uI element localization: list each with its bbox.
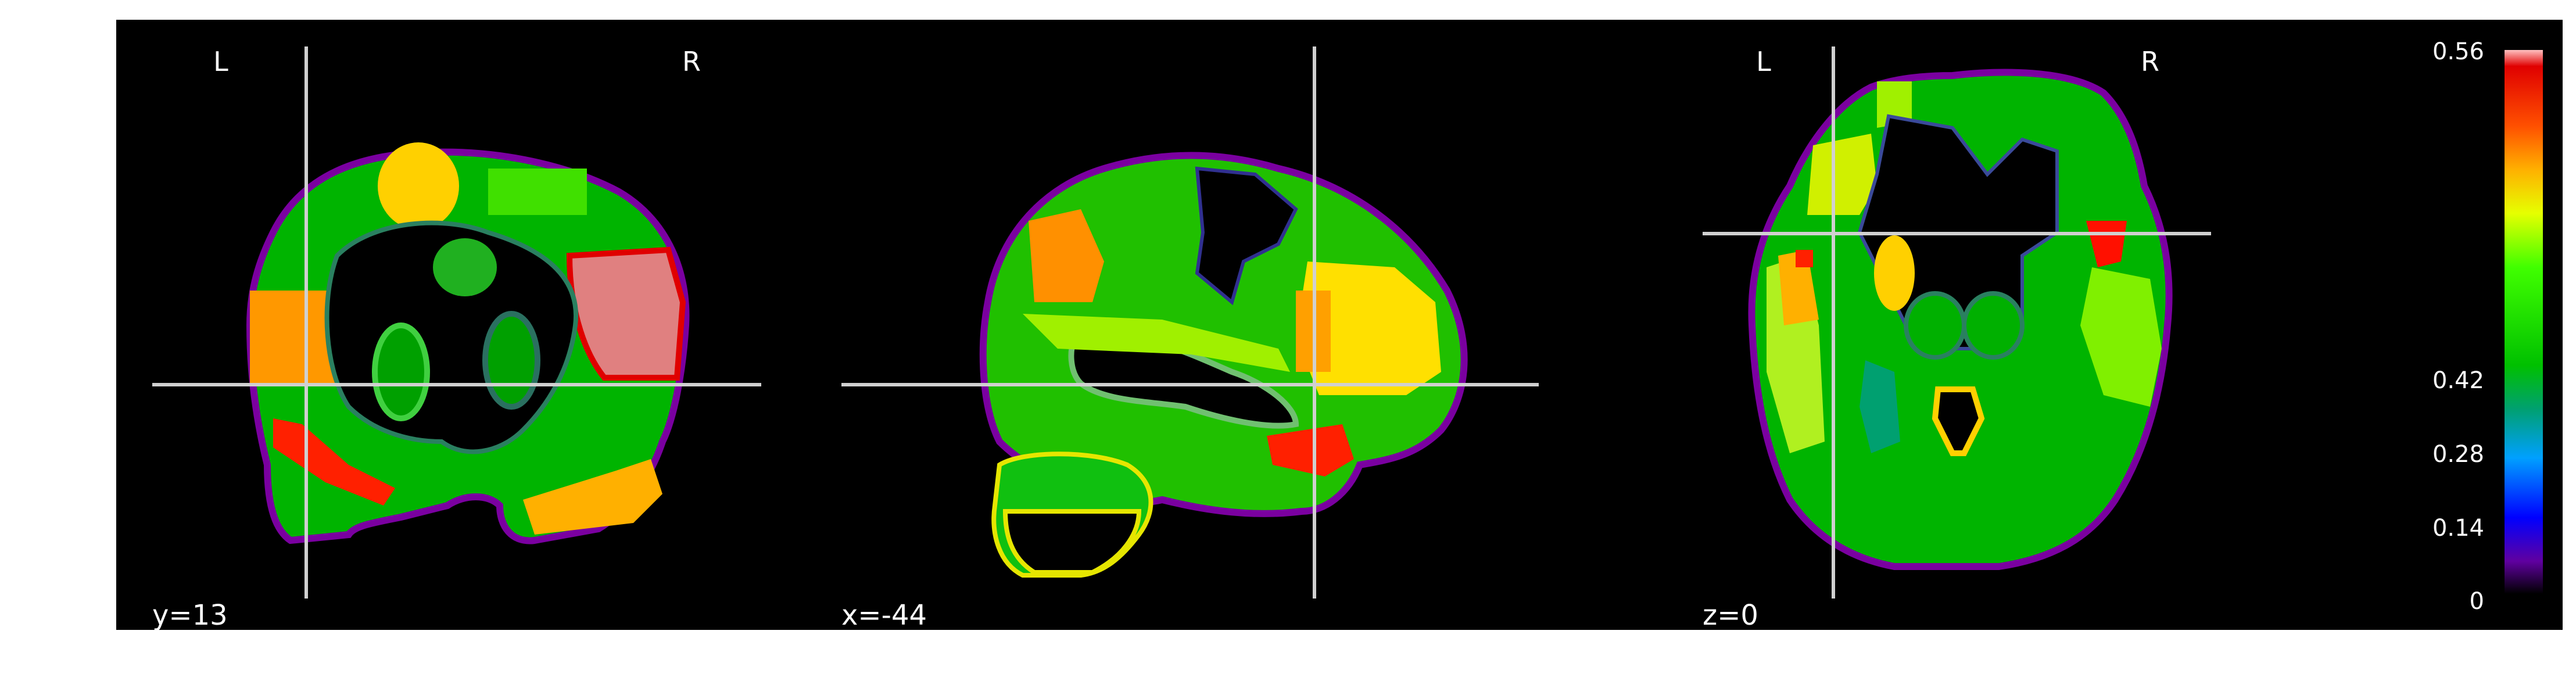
- axial-dark-midbrain: [1932, 386, 1985, 456]
- axial-lightgreen-top: [1877, 81, 1912, 128]
- axial-coordinate-label: z=0: [1703, 599, 1758, 632]
- coronal-structure-right: [482, 311, 540, 410]
- axial-orange-left: [1778, 250, 1819, 325]
- coronal-coordinate-label: y=13: [152, 599, 228, 632]
- axial-lightgreen-right: [2080, 267, 2162, 407]
- coronal-pink-right: [566, 246, 686, 381]
- coronal-view[interactable]: L R y=13: [152, 46, 761, 632]
- colorbar-gradient: [2505, 50, 2543, 594]
- axial-yellow-center: [1874, 235, 1915, 311]
- sagittal-cerebellum-dark: [1002, 509, 1142, 575]
- axial-yellow-left-frontal: [1807, 134, 1877, 215]
- axial-structure-mid-right: [1962, 291, 2025, 360]
- colorbar-max-label: 0.56: [2432, 38, 2484, 65]
- sagittal-yellow-front: [1296, 261, 1441, 395]
- coronal-orange-left: [250, 291, 337, 384]
- axial-red-small: [1796, 250, 1813, 267]
- colorbar-tick-label: 0.14: [2432, 515, 2484, 542]
- coronal-left-marker: L: [213, 46, 228, 77]
- colorbar: 0.56 0.42 0.28 0.14 0: [2432, 38, 2543, 615]
- coronal-yellow-patch-top: [378, 142, 459, 230]
- axial-left-marker: L: [1756, 46, 1771, 77]
- colorbar-tick-label: 0.42: [2432, 367, 2484, 394]
- sagittal-red-patch: [1267, 424, 1354, 476]
- sagittal-orange-patch: [1029, 209, 1104, 302]
- sagittal-coordinate-label: x=-44: [841, 599, 927, 632]
- sagittal-view[interactable]: x=-44: [841, 46, 1539, 632]
- sagittal-ventricle-top: [1195, 166, 1298, 306]
- coronal-orange-bottom: [523, 459, 662, 535]
- colorbar-tick-label: 0.28: [2432, 441, 2484, 468]
- coronal-right-marker: R: [682, 46, 701, 77]
- sagittal-lightgreen-band: [1023, 314, 1290, 372]
- coronal-green-mid: [433, 238, 497, 296]
- axial-view[interactable]: L R z=0: [1703, 46, 2211, 632]
- coronal-red-band: [273, 418, 395, 506]
- axial-teal-region: [1860, 360, 1900, 453]
- coronal-structure-left: [372, 322, 430, 421]
- axial-right-marker: R: [2141, 46, 2159, 77]
- coronal-green-light: [488, 169, 587, 215]
- colorbar-min-label: 0: [2470, 588, 2484, 615]
- axial-structure-mid-left: [1904, 291, 1966, 360]
